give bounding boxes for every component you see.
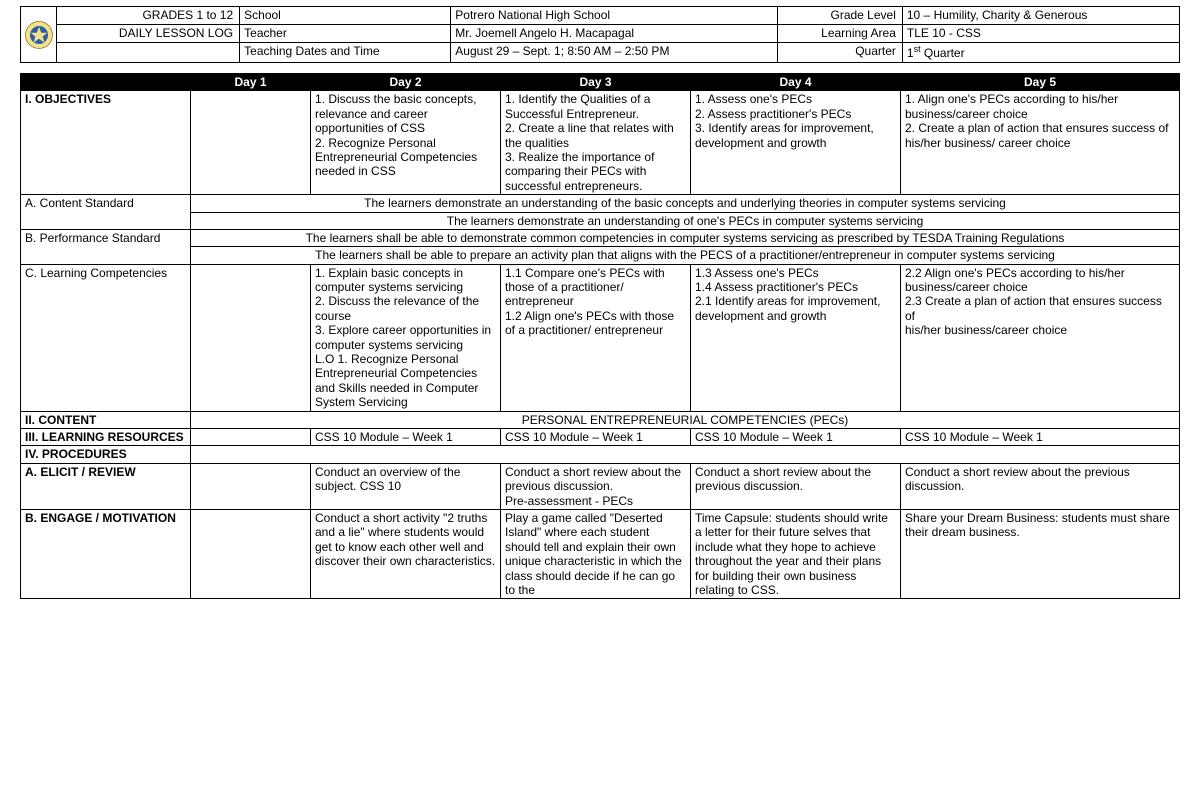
performance-standard-label: B. Performance Standard (21, 229, 191, 264)
content-standard-row1: A. Content Standard The learners demonst… (21, 195, 1180, 212)
objectives-d5: 1. Align one's PECs according to his/her… (901, 91, 1180, 195)
competencies-d5: 2.2 Align one's PECs according to his/he… (901, 264, 1180, 411)
content-value: PERSONAL ENTREPRENEURIAL COMPETENCIES (P… (191, 411, 1180, 428)
elicit-d5: Conduct a short review about the previou… (901, 463, 1180, 509)
objectives-d1 (191, 91, 311, 195)
performance-standard-row2: The learners shall be able to prepare an… (21, 247, 1180, 264)
objectives-d2: 1. Discuss the basic concepts, relevance… (311, 91, 501, 195)
elicit-d3: Conduct a short review about the previou… (501, 463, 691, 509)
elicit-row: A. ELICIT / REVIEW Conduct an overview o… (21, 463, 1180, 509)
engage-d2: Conduct a short activity "2 truths and a… (311, 509, 501, 598)
day5-header: Day 5 (901, 74, 1180, 91)
area-value: TLE 10 - CSS (902, 25, 1179, 43)
dates-label: Teaching Dates and Time (240, 43, 451, 63)
resources-d2: CSS 10 Module – Week 1 (311, 428, 501, 445)
engage-label: B. ENGAGE / MOTIVATION (21, 509, 191, 598)
engage-d3: Play a game called "Deserted Island" whe… (501, 509, 691, 598)
resources-d1 (191, 428, 311, 445)
area-label: Learning Area (777, 25, 902, 43)
content-label: II. CONTENT (21, 411, 191, 428)
school-label: School (240, 7, 451, 25)
competencies-d4: 1.3 Assess one's PECs1.4 Assess practiti… (691, 264, 901, 411)
content-row: II. CONTENT PERSONAL ENTREPRENEURIAL COM… (21, 411, 1180, 428)
quarter-label: Quarter (777, 43, 902, 63)
school-value: Potrero National High School (451, 7, 777, 25)
resources-d5: CSS 10 Module – Week 1 (901, 428, 1180, 445)
teacher-value: Mr. Joemell Angelo H. Macapagal (451, 25, 777, 43)
engage-row: B. ENGAGE / MOTIVATION Conduct a short a… (21, 509, 1180, 598)
title-blank (57, 43, 240, 63)
days-header-row: Day 1 Day 2 Day 3 Day 4 Day 5 (21, 74, 1180, 91)
engage-d1 (191, 509, 311, 598)
grade-label: Grade Level (777, 7, 902, 25)
performance-standard-row1: B. Performance Standard The learners sha… (21, 229, 1180, 246)
header-table: GRADES 1 to 12 School Potrero National H… (20, 6, 1180, 63)
objectives-label: I. OBJECTIVES (21, 91, 191, 195)
competencies-d2: 1. Explain basic concepts in computer sy… (311, 264, 501, 411)
elicit-label: A. ELICIT / REVIEW (21, 463, 191, 509)
objectives-d3: 1. Identify the Qualities of a Successfu… (501, 91, 691, 195)
day1-header: Day 1 (191, 74, 311, 91)
content-standard-line2: The learners demonstrate an understandin… (191, 212, 1180, 229)
objectives-row: I. OBJECTIVES 1. Discuss the basic conce… (21, 91, 1180, 195)
title-line2: DAILY LESSON LOG (57, 25, 240, 43)
objectives-d4: 1. Assess one's PECs2. Assess practition… (691, 91, 901, 195)
competencies-label: C. Learning Competencies (21, 264, 191, 411)
procedures-row: IV. PROCEDURES (21, 446, 1180, 463)
resources-d3: CSS 10 Module – Week 1 (501, 428, 691, 445)
lesson-log-table: Day 1 Day 2 Day 3 Day 4 Day 5 I. OBJECTI… (20, 73, 1180, 599)
competencies-row: C. Learning Competencies 1. Explain basi… (21, 264, 1180, 411)
dates-value: August 29 – Sept. 1; 8:50 AM – 2:50 PM (451, 43, 777, 63)
performance-standard-line1: The learners shall be able to demonstrat… (191, 229, 1180, 246)
engage-d5: Share your Dream Business: students must… (901, 509, 1180, 598)
elicit-d2: Conduct an overview of the subject. CSS … (311, 463, 501, 509)
resources-label: III. LEARNING RESOURCES (21, 428, 191, 445)
quarter-value: 1st Quarter (902, 43, 1179, 63)
content-standard-label: A. Content Standard (21, 195, 191, 230)
day2-header: Day 2 (311, 74, 501, 91)
performance-standard-line2: The learners shall be able to prepare an… (191, 247, 1180, 264)
resources-row: III. LEARNING RESOURCES CSS 10 Module – … (21, 428, 1180, 445)
engage-d4: Time Capsule: students should write a le… (691, 509, 901, 598)
procedures-label: IV. PROCEDURES (21, 446, 191, 463)
competencies-d1 (191, 264, 311, 411)
content-standard-row2: The learners demonstrate an understandin… (21, 212, 1180, 229)
competencies-d3: 1.1 Compare one's PECs with those of a p… (501, 264, 691, 411)
grade-value: 10 – Humility, Charity & Generous (902, 7, 1179, 25)
procedures-blank (191, 446, 1180, 463)
resources-d4: CSS 10 Module – Week 1 (691, 428, 901, 445)
elicit-d1 (191, 463, 311, 509)
deped-seal-icon (24, 20, 54, 50)
title-line1: GRADES 1 to 12 (57, 7, 240, 25)
day3-header: Day 3 (501, 74, 691, 91)
elicit-d4: Conduct a short review about the previou… (691, 463, 901, 509)
blank-header (21, 74, 191, 91)
deped-logo-cell (21, 7, 57, 63)
teacher-label: Teacher (240, 25, 451, 43)
content-standard-line1: The learners demonstrate an understandin… (191, 195, 1180, 212)
day4-header: Day 4 (691, 74, 901, 91)
